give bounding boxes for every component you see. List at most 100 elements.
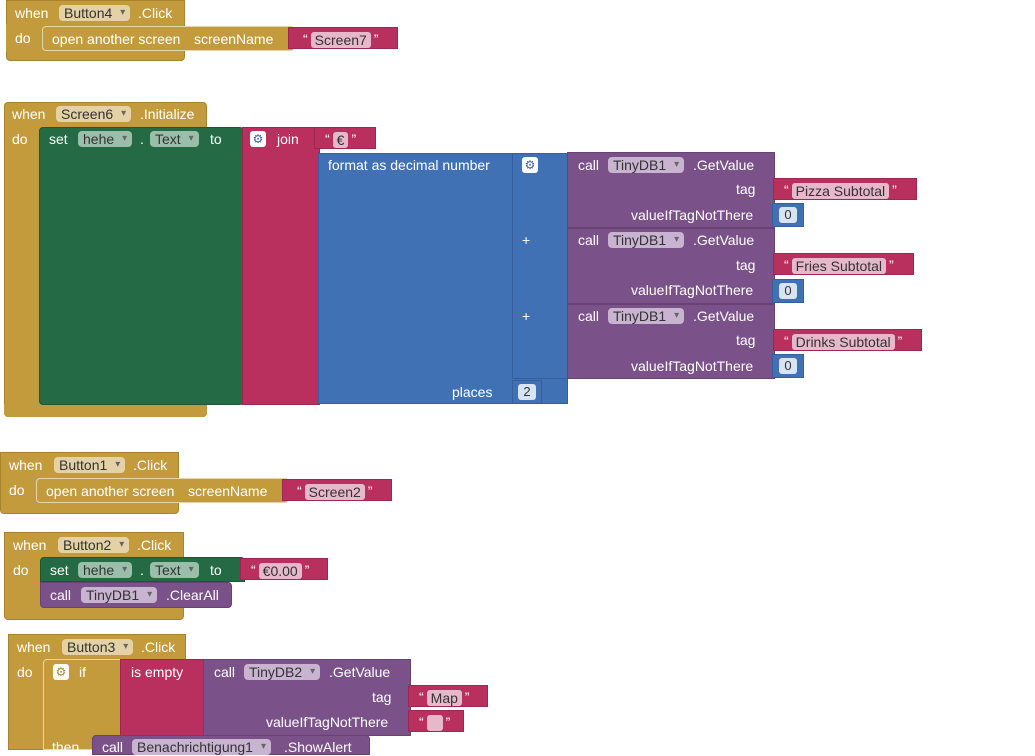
tag-value[interactable]: Fries Subtotal xyxy=(791,258,887,275)
when-label: when xyxy=(13,537,47,553)
param-label: screenName xyxy=(194,31,274,47)
component-dropdown[interactable]: TinyDB1 xyxy=(608,157,685,173)
default-label: valueIfTagNotThere xyxy=(266,714,389,730)
tag-string-block[interactable]: “Drinks Subtotal” xyxy=(773,329,922,351)
join-block[interactable] xyxy=(242,127,320,405)
set-label: set xyxy=(50,562,69,578)
places-value[interactable]: 2 xyxy=(518,384,536,400)
string-block[interactable]: “€0.00” xyxy=(240,558,328,580)
mutator-gear-icon[interactable]: ⚙ xyxy=(250,131,266,147)
default-label: valueIfTagNotThere xyxy=(631,207,754,223)
tag-value[interactable]: Drinks Subtotal xyxy=(791,334,895,351)
when-label: when xyxy=(15,5,49,21)
event-footer xyxy=(4,404,207,417)
call-getvalue-block[interactable] xyxy=(567,152,775,228)
default-label: valueIfTagNotThere xyxy=(631,358,754,374)
property-dropdown[interactable]: Text xyxy=(150,562,199,578)
is-empty-block[interactable] xyxy=(120,659,206,736)
dot-label: . xyxy=(140,131,144,147)
open-another-screen-block[interactable] xyxy=(42,26,295,51)
tag-label: tag xyxy=(736,181,756,197)
call-label: call xyxy=(578,157,600,173)
tag-label: tag xyxy=(736,257,756,273)
mutator-gear-icon[interactable]: ⚙ xyxy=(53,664,69,680)
tag-label: tag xyxy=(372,689,392,705)
method-label: .GetValue xyxy=(693,157,755,173)
do-label: do xyxy=(13,562,29,578)
statement-spine xyxy=(6,24,42,52)
default-value[interactable]: 0 xyxy=(779,358,797,374)
component-dropdown[interactable]: Button3 xyxy=(62,639,134,655)
tag-value[interactable]: Pizza Subtotal xyxy=(791,183,890,200)
places-label: places xyxy=(452,384,493,400)
when-label: when xyxy=(12,106,46,122)
string-block[interactable]: “Screen7” xyxy=(288,27,398,49)
component-dropdown[interactable]: Button4 xyxy=(59,5,131,21)
screen-value[interactable]: Screen7 xyxy=(310,32,371,49)
component-dropdown[interactable]: TinyDB1 xyxy=(608,232,685,248)
set-value[interactable]: €0.00 xyxy=(258,563,302,580)
method-label: .GetValue xyxy=(329,664,391,680)
method-label: .ClearAll xyxy=(166,587,219,603)
event-name: .Click xyxy=(133,457,168,473)
when-label: when xyxy=(17,639,51,655)
is-empty-label: is empty xyxy=(131,664,184,680)
action-label: open another screen xyxy=(52,31,181,47)
component-dropdown[interactable]: Screen6 xyxy=(56,106,132,122)
set-property-block[interactable] xyxy=(39,127,244,405)
component-dropdown[interactable]: TinyDB1 xyxy=(81,587,158,603)
mutator-gear-icon[interactable]: ⚙ xyxy=(522,157,538,173)
add-block[interactable] xyxy=(512,153,569,379)
do-label: do xyxy=(17,664,33,680)
event-name: .Initialize xyxy=(140,106,195,122)
component-dropdown[interactable]: TinyDB1 xyxy=(608,308,685,324)
set-label: set xyxy=(49,131,68,147)
component-dropdown[interactable]: Benachrichtigung1 xyxy=(132,739,271,755)
event-name: .Click xyxy=(141,639,176,655)
target-dropdown[interactable]: hehe xyxy=(78,562,133,578)
currency-value[interactable]: € xyxy=(332,132,349,149)
default-label: valueIfTagNotThere xyxy=(631,282,754,298)
open-another-screen-block[interactable] xyxy=(36,478,289,503)
tag-string-block[interactable]: “Map” xyxy=(408,685,488,707)
format-label: format as decimal number xyxy=(328,157,490,173)
component-dropdown[interactable]: Button1 xyxy=(54,457,126,473)
call-label: call xyxy=(50,587,72,603)
if-label: if xyxy=(79,664,86,680)
default-value[interactable]: 0 xyxy=(779,207,797,223)
join-label: join xyxy=(277,131,299,147)
do-label: do xyxy=(15,30,31,46)
event-name: .Click xyxy=(138,5,173,21)
set-property-block[interactable] xyxy=(40,557,245,582)
to-label: to xyxy=(210,131,222,147)
plus-label: + xyxy=(522,308,531,324)
component-dropdown[interactable]: Button2 xyxy=(58,537,130,553)
tag-string-block[interactable]: “Fries Subtotal” xyxy=(773,253,914,275)
action-label: open another screen xyxy=(46,483,175,499)
default-value[interactable]: 0 xyxy=(779,283,797,299)
do-label: do xyxy=(12,131,28,147)
do-label: do xyxy=(9,482,25,498)
call-label: call xyxy=(578,232,600,248)
event-name: .Click xyxy=(137,537,172,553)
empty-string-block[interactable]: “” xyxy=(408,710,464,732)
to-label: to xyxy=(210,562,222,578)
property-dropdown[interactable]: Text xyxy=(150,131,199,147)
target-dropdown[interactable]: hehe xyxy=(78,131,133,147)
default-value[interactable] xyxy=(426,715,443,732)
tag-string-block[interactable]: “Pizza Subtotal” xyxy=(773,178,917,200)
call-label: call xyxy=(102,739,124,755)
then-label: then xyxy=(52,739,80,755)
tag-value[interactable]: Map xyxy=(426,690,462,707)
method-label: .GetValue xyxy=(693,232,755,248)
param-label: screenName xyxy=(188,483,268,499)
method-label: .ShowAlert xyxy=(284,739,352,755)
screen-value[interactable]: Screen2 xyxy=(304,484,365,501)
component-dropdown[interactable]: TinyDB2 xyxy=(244,664,321,680)
tag-label: tag xyxy=(736,332,756,348)
method-label: .GetValue xyxy=(693,308,755,324)
plus-label: + xyxy=(522,232,531,248)
string-block[interactable]: “Screen2” xyxy=(282,479,392,501)
dot-label: . xyxy=(140,562,144,578)
currency-string-block[interactable]: “€” xyxy=(314,127,376,149)
